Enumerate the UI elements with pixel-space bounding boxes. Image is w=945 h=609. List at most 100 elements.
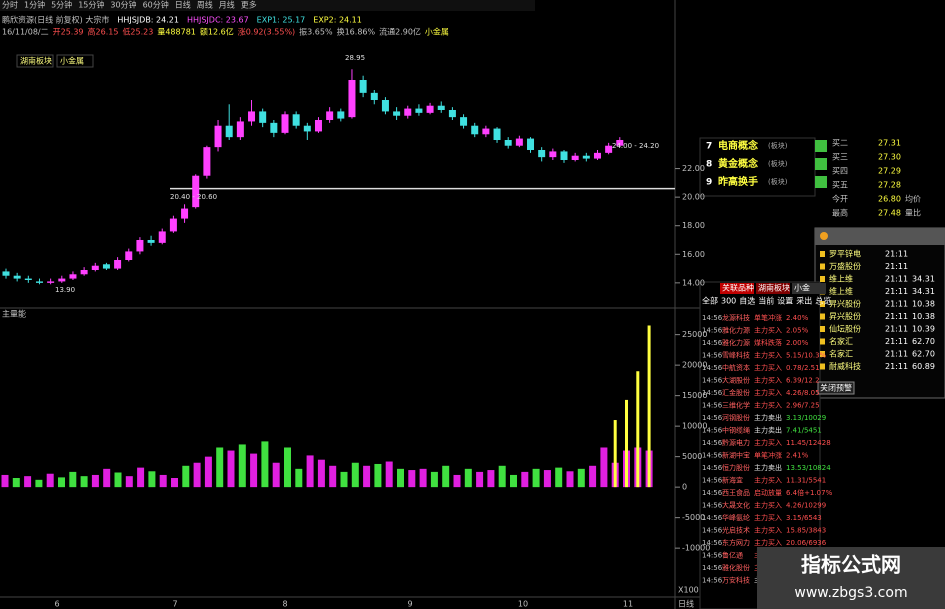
tick-time: 14:56	[702, 439, 723, 447]
menu-item[interactable]: 1分钟	[24, 0, 45, 10]
volume-bar	[419, 468, 427, 488]
candle-body	[69, 274, 77, 279]
quote-label: 买四	[832, 167, 848, 176]
tick-name: 中航资本	[722, 363, 750, 372]
candle-body	[482, 128, 490, 135]
menu-item[interactable]: 月线	[219, 0, 235, 10]
alert-name: 昇兴股份	[829, 311, 861, 321]
tick-value: 2.96/7.25	[786, 402, 820, 410]
candle-body	[248, 111, 256, 122]
alert-flag	[820, 338, 825, 345]
board-tag: (板块)	[768, 141, 788, 150]
board-rank: 7	[706, 142, 712, 152]
alert-button[interactable]	[817, 381, 855, 395]
candle-body	[370, 92, 378, 100]
signal-bar	[625, 399, 628, 488]
menu-item[interactable]: 30分钟	[110, 0, 136, 10]
tick-value: 6.4倍+1.07%	[786, 488, 833, 497]
filter[interactable]: 全部	[702, 296, 718, 306]
tick-time: 14:56	[702, 577, 723, 585]
filter[interactable]: 当前	[758, 296, 774, 306]
tick-name: 雅化力源	[722, 338, 750, 347]
tick-value: 5.15/10.3%	[786, 352, 827, 360]
menu-item[interactable]: 15分钟	[78, 0, 104, 10]
volume-bar	[374, 463, 382, 488]
alert-time: 21:11	[885, 262, 908, 271]
volume-bar	[261, 441, 269, 488]
menu-item[interactable]: 周线	[197, 0, 213, 10]
candle-body	[415, 108, 423, 113]
tick-value: 3.15/6543	[786, 514, 822, 522]
candle-body	[91, 265, 99, 270]
tick-time: 14:56	[702, 527, 723, 535]
tag-box[interactable]	[16, 54, 54, 68]
watermark-box	[757, 547, 945, 609]
candle-body	[125, 251, 133, 260]
filter[interactable]: 采出	[796, 296, 812, 306]
y-tick-label: -10000	[682, 544, 710, 553]
candle-body	[549, 151, 557, 158]
alert-price: 34.31	[912, 275, 935, 284]
filter[interactable]: 设置	[777, 296, 793, 306]
alert-flag	[820, 251, 825, 257]
tick-time: 14:56	[702, 364, 723, 372]
board-tag: (板块)	[768, 177, 788, 186]
volume-bar	[193, 462, 201, 488]
unit-label: X100	[678, 586, 699, 595]
alert-name: 耐威科技	[829, 361, 861, 371]
alert-flag	[820, 263, 825, 270]
tab[interactable]	[756, 283, 790, 294]
volume-bar	[397, 468, 404, 488]
watermark-url: www.zbgs3.com	[794, 585, 907, 601]
tick-time: 14:56	[702, 339, 723, 347]
quote-label: 买三	[832, 153, 848, 162]
tag: 湖南板块	[20, 56, 52, 66]
candle-body	[24, 278, 32, 280]
signal-bar	[613, 420, 617, 488]
volume-bar	[306, 455, 314, 488]
alert-time: 21:11	[885, 362, 908, 371]
x-tick-label: 6	[54, 600, 59, 609]
candle-body	[314, 120, 322, 132]
volume-bar	[204, 456, 212, 488]
alert-time: 21:11	[885, 312, 908, 321]
tab[interactable]	[792, 283, 826, 294]
menu-item[interactable]: 更多	[241, 0, 257, 10]
volume-bar	[555, 467, 563, 488]
tick-value: 7.41/5451	[786, 427, 822, 435]
quote-label: 今开	[832, 194, 848, 204]
quote-item: 涨0.92(3.55%)	[238, 27, 295, 37]
candle-body	[35, 281, 43, 283]
alert-price: 10.38	[912, 312, 935, 321]
quote-item: 振3.65%	[299, 27, 333, 37]
filter[interactable]: 总览	[815, 296, 831, 306]
menu-item[interactable]: 5分钟	[51, 0, 72, 10]
volume-bar	[69, 471, 77, 488]
y-tick-label: 15000	[682, 391, 707, 400]
tick-name: 恒力股份	[722, 463, 750, 472]
tab[interactable]	[720, 283, 754, 294]
volume-bar	[227, 450, 235, 488]
menu-item[interactable]: 分时	[2, 0, 18, 10]
y-tick-label: 25000	[682, 330, 707, 339]
menu-item[interactable]: 60分钟	[143, 0, 169, 10]
tick-name: 新海宜	[722, 476, 743, 485]
quote-value: 27.29	[878, 167, 901, 176]
y-tick-label: 10000	[682, 422, 707, 431]
quote-value: 27.28	[878, 181, 901, 190]
alert-name: 万盛股份	[829, 261, 861, 271]
filter[interactable]: 300	[721, 297, 736, 306]
tick-time: 14:56	[702, 414, 723, 422]
x-tick-label: 9	[407, 600, 412, 609]
tab-label: 关联品种	[722, 283, 754, 293]
menu-item[interactable]: 日线	[175, 0, 191, 10]
y-tick-label: 20.00	[682, 193, 705, 202]
filter[interactable]: 自选	[739, 296, 755, 306]
tick-value: 2.05%	[786, 327, 809, 335]
tick-time: 14:56	[702, 327, 723, 335]
tag-box[interactable]	[56, 54, 94, 68]
tick-value: 4.26/10299	[786, 502, 826, 510]
tick-action: 主力买入	[754, 401, 782, 410]
signal-bar	[647, 325, 651, 488]
